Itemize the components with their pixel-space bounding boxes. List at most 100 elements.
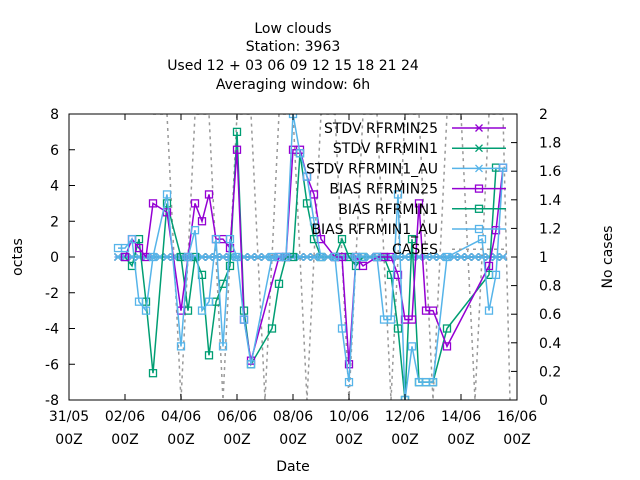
data-point <box>148 252 158 262</box>
data-point <box>393 190 403 199</box>
data-point <box>386 315 396 324</box>
axes: -8 -6 -4 -2 0 2 4 6 8 0 0.2 0.4 0.6 0.8 1 1.2 1.4 1.6 1.8 2… <box>45 107 561 448</box>
data-point <box>408 253 416 261</box>
x-tick-label: 12/06 <box>385 409 425 425</box>
data-point <box>232 145 242 154</box>
y-axis-label: octas <box>10 238 26 276</box>
data-point <box>274 279 284 288</box>
data-point <box>474 204 484 213</box>
data-point <box>254 253 262 261</box>
y2-tick-label: 1.8 <box>539 136 561 152</box>
x-tick-label: 00Z <box>223 432 250 448</box>
data-point <box>281 252 291 262</box>
title-line-3: Used 12 + 03 06 09 12 15 18 21 24 <box>167 58 419 74</box>
legend-label: CASES <box>392 242 438 258</box>
data-point <box>232 127 242 137</box>
x-tick-label: 08/06 <box>273 409 313 425</box>
data-point <box>407 315 417 324</box>
series-stdv-rfrmin1-au <box>114 253 507 261</box>
data-point <box>428 377 438 387</box>
legend-label: STDV RFRMIN1 <box>333 141 438 157</box>
data-point <box>330 252 340 262</box>
data-point <box>205 253 213 261</box>
y-tick-label: -2 <box>45 286 59 302</box>
data-point <box>428 306 438 315</box>
data-point <box>225 234 235 244</box>
data-point <box>474 224 484 234</box>
legend-label: STDV RFRMIN25 <box>324 121 438 137</box>
y2-tick-label: 1.6 <box>539 164 561 180</box>
data-point <box>296 253 304 261</box>
data-point <box>499 253 507 261</box>
data-point <box>204 190 214 199</box>
data-point <box>204 351 214 360</box>
y2-tick-label: 1 <box>539 250 548 266</box>
y-tick-label: -4 <box>45 322 59 338</box>
y2-tick-label: 0.4 <box>539 336 561 352</box>
data-point <box>429 253 437 261</box>
data-point <box>477 234 487 244</box>
data-point <box>232 252 242 262</box>
data-point <box>197 306 207 315</box>
y2-axis-label: No cases <box>600 226 616 289</box>
x-axis-label: Date <box>276 459 309 475</box>
data-point <box>442 342 452 351</box>
y-tick-label: 4 <box>50 179 59 195</box>
data-point <box>310 253 318 261</box>
data-point <box>120 243 130 253</box>
data-point <box>302 172 312 181</box>
data-point <box>204 297 214 306</box>
legend-label: BIAS RFRMIN1 <box>338 202 438 218</box>
x-tick-label: 00Z <box>279 432 306 448</box>
title-line-1: Low clouds <box>254 21 331 37</box>
data-point <box>344 377 354 387</box>
data-point <box>474 184 484 193</box>
legend: STDV RFRMIN25 STDV RFRMIN1 STDV RFRMIN1_AU… <box>306 121 506 258</box>
data-point <box>414 199 424 208</box>
data-point <box>190 226 200 235</box>
data-point <box>134 243 144 253</box>
data-point <box>401 253 409 261</box>
data-point <box>114 253 122 261</box>
data-point <box>303 253 311 261</box>
data-point <box>471 253 479 261</box>
data-point <box>407 234 417 244</box>
series-line <box>118 114 504 400</box>
x-tick-label: 16/06 <box>497 409 537 425</box>
data-point <box>337 234 347 244</box>
data-point <box>163 253 171 261</box>
data-point <box>337 324 347 333</box>
data-point <box>176 342 186 351</box>
data-point <box>120 252 130 262</box>
data-point <box>372 252 382 262</box>
y-tick-label: 8 <box>50 107 59 123</box>
data-point <box>344 360 354 369</box>
data-point <box>218 342 228 351</box>
data-point <box>127 234 137 244</box>
title-line-2: Station: 3963 <box>246 39 341 55</box>
x-tick-label: 10/06 <box>329 409 369 425</box>
series-line <box>124 131 497 400</box>
data-point <box>393 270 403 280</box>
data-point <box>211 234 221 244</box>
y-tick-label: 0 <box>50 250 59 266</box>
data-point <box>267 324 277 333</box>
data-point <box>190 199 200 208</box>
y2-tick-label: 0.2 <box>539 364 561 380</box>
x-tick-label: 00Z <box>55 432 82 448</box>
legend-label: STDV RFRMIN1_AU <box>306 161 438 177</box>
data-point <box>442 252 452 262</box>
data-point <box>295 149 305 158</box>
data-point <box>422 253 430 261</box>
data-point <box>148 199 158 208</box>
data-point <box>148 369 158 378</box>
data-point <box>492 253 500 261</box>
data-point <box>464 253 472 261</box>
x-tick-label: 00Z <box>111 432 138 448</box>
data-point <box>239 315 249 324</box>
data-point <box>475 124 483 132</box>
data-point <box>219 253 227 261</box>
data-point <box>484 261 494 271</box>
data-point <box>247 253 255 261</box>
